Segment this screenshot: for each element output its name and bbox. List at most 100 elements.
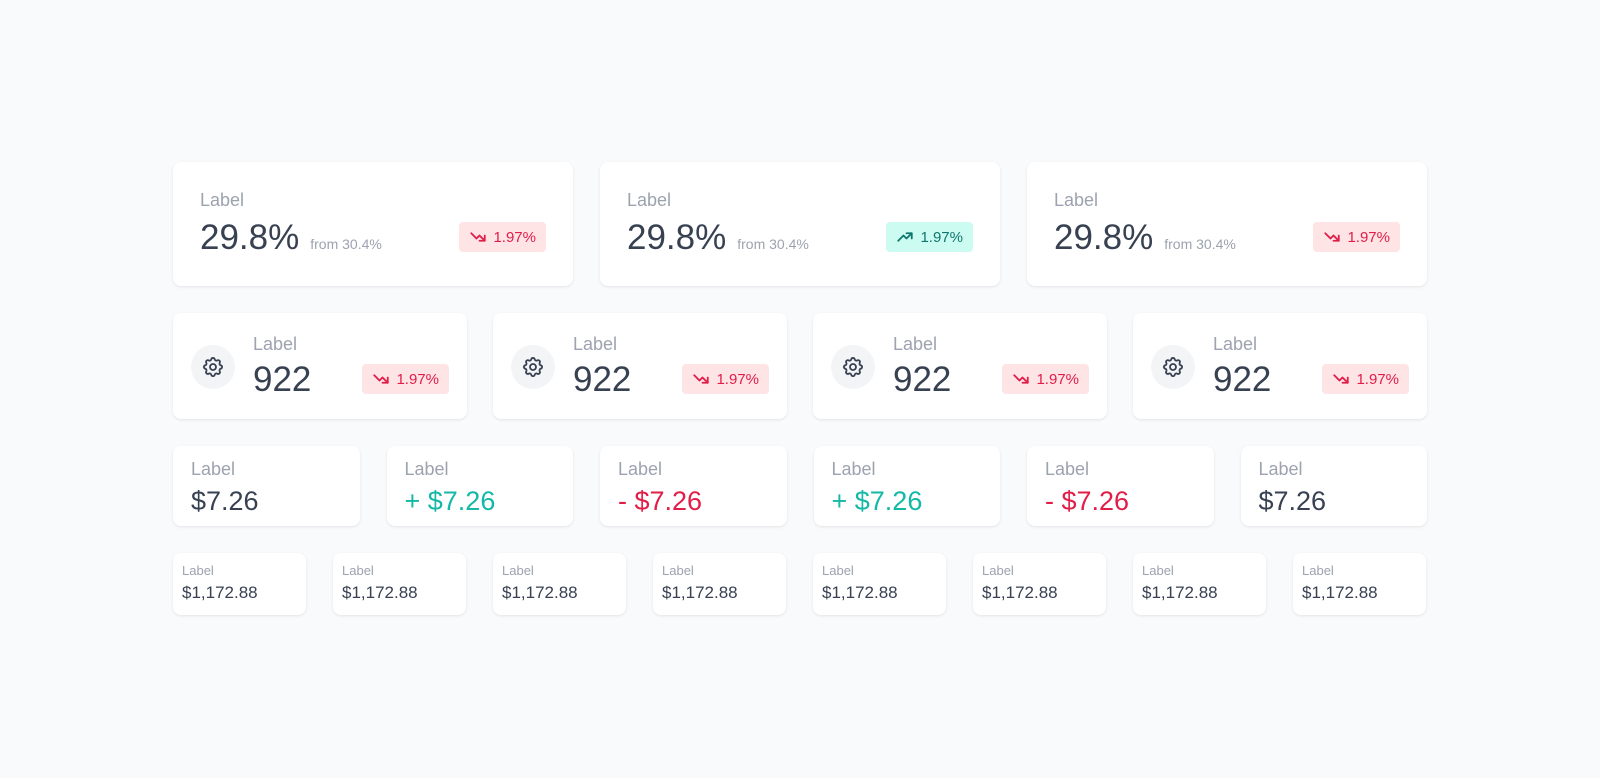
stat-label: Label <box>831 459 876 479</box>
stat-grid: Label 29.8% from 30.4% 1.97% Label 29.8% from … <box>173 162 1427 642</box>
stat-value: + $7.26 <box>831 486 923 516</box>
stat-previous: from 30.4% <box>310 236 382 252</box>
change-text: 1.97% <box>1356 370 1399 388</box>
stat-row: Label $7.26 Label + $7.26 Label - $7.26 Label +… <box>173 446 1427 526</box>
change-badge: 1.97% <box>459 222 546 252</box>
stat-card: Label $1,172.88 <box>653 553 786 615</box>
change-text: 1.97% <box>716 370 759 388</box>
stat-label: Label <box>573 334 618 354</box>
stat-value: $1,172.88 <box>502 583 578 602</box>
stat-value: $1,172.88 <box>1302 583 1378 602</box>
trend-icon <box>372 370 390 388</box>
stat-label: Label <box>1258 459 1303 479</box>
change-text: 1.97% <box>1347 228 1390 246</box>
change-badge: 1.97% <box>886 222 973 252</box>
stat-value: + $7.26 <box>404 486 496 516</box>
stat-value: 922 <box>1213 360 1272 399</box>
stat-card: Label $7.26 <box>1240 446 1427 526</box>
stat-row: Label $1,172.88 Label $1,172.88 Label $1,172.… <box>173 553 1427 615</box>
stat-label: Label <box>662 563 694 578</box>
stat-card: Label 922 1.97% <box>173 313 467 419</box>
stat-label: Label <box>1142 563 1174 578</box>
stat-card: Label 922 1.97% <box>1133 313 1427 419</box>
stat-value: 29.8% <box>200 218 300 257</box>
stat-value: $1,172.88 <box>662 583 738 602</box>
trend-icon <box>896 228 914 246</box>
stat-value: $7.26 <box>191 486 259 516</box>
stat-label: Label <box>200 190 245 210</box>
change-text: 1.97% <box>920 228 963 246</box>
stat-label: Label <box>182 563 214 578</box>
settings-icon <box>1151 345 1195 389</box>
stat-card: Label - $7.26 <box>600 446 787 526</box>
stat-card: Label 922 1.97% <box>493 313 787 419</box>
stat-card: Label 29.8% from 30.4% 1.97% <box>173 162 573 286</box>
stat-card: Label 922 1.97% <box>813 313 1107 419</box>
stat-value: - $7.26 <box>1045 486 1130 516</box>
trend-icon <box>469 228 487 246</box>
change-badge: 1.97% <box>1313 222 1400 252</box>
stat-line: 29.8% from 30.4% <box>200 218 382 258</box>
stat-label: Label <box>191 459 236 479</box>
stat-line: 29.8% from 30.4% <box>627 218 809 258</box>
change-text: 1.97% <box>1036 370 1079 388</box>
stat-label: Label <box>822 563 854 578</box>
stat-previous: from 30.4% <box>1164 236 1236 252</box>
settings-icon <box>511 345 555 389</box>
change-badge: 1.97% <box>1002 364 1089 394</box>
stat-label: Label <box>502 563 534 578</box>
stat-card: Label $1,172.88 <box>973 553 1106 615</box>
stat-row: Label 29.8% from 30.4% 1.97% Label 29.8% from … <box>173 162 1427 286</box>
stat-value: $1,172.88 <box>182 583 258 602</box>
stat-card: Label $7.26 <box>173 446 360 526</box>
stat-card: Label - $7.26 <box>1027 446 1214 526</box>
stat-card: Label + $7.26 <box>386 446 573 526</box>
stat-label: Label <box>893 334 938 354</box>
stat-label: Label <box>253 334 298 354</box>
stat-card: Label $1,172.88 <box>813 553 946 615</box>
settings-icon <box>831 345 875 389</box>
stat-value: 922 <box>573 360 632 399</box>
stat-line: 29.8% from 30.4% <box>1054 218 1236 258</box>
stat-card: Label $1,172.88 <box>1133 553 1266 615</box>
stat-card: Label $1,172.88 <box>493 553 626 615</box>
stat-previous: from 30.4% <box>737 236 809 252</box>
stat-row: Label 922 1.97% Label 922 1.97% Label 922 1.97% L… <box>173 313 1427 419</box>
stat-label: Label <box>342 563 374 578</box>
stat-card: Label $1,172.88 <box>1293 553 1426 615</box>
trend-icon <box>1323 228 1341 246</box>
stat-value: 29.8% <box>1054 218 1154 257</box>
stat-card: Label $1,172.88 <box>333 553 466 615</box>
change-badge: 1.97% <box>1322 364 1409 394</box>
stat-label: Label <box>627 190 672 210</box>
stat-label: Label <box>982 563 1014 578</box>
stat-value: 922 <box>253 360 312 399</box>
stat-label: Label <box>1302 563 1334 578</box>
stat-label: Label <box>404 459 449 479</box>
stat-value: $1,172.88 <box>342 583 418 602</box>
stat-card: Label 29.8% from 30.4% 1.97% <box>1027 162 1427 286</box>
change-text: 1.97% <box>493 228 536 246</box>
stat-label: Label <box>1045 459 1090 479</box>
change-text: 1.97% <box>396 370 439 388</box>
stat-value: - $7.26 <box>618 486 703 516</box>
stat-card: Label + $7.26 <box>813 446 1000 526</box>
stat-value: 29.8% <box>627 218 727 257</box>
change-badge: 1.97% <box>362 364 449 394</box>
stat-value: 922 <box>893 360 952 399</box>
stat-card: Label $1,172.88 <box>173 553 306 615</box>
stat-label: Label <box>1213 334 1258 354</box>
stat-card: Label 29.8% from 30.4% 1.97% <box>600 162 1000 286</box>
stat-value: $1,172.88 <box>822 583 898 602</box>
stat-value: $1,172.88 <box>1142 583 1218 602</box>
trend-icon <box>1332 370 1350 388</box>
stat-label: Label <box>618 459 663 479</box>
settings-icon <box>191 345 235 389</box>
trend-icon <box>692 370 710 388</box>
stat-value: $1,172.88 <box>982 583 1058 602</box>
stat-label: Label <box>1054 190 1099 210</box>
stat-value: $7.26 <box>1258 486 1327 516</box>
change-badge: 1.97% <box>682 364 769 394</box>
trend-icon <box>1012 370 1030 388</box>
